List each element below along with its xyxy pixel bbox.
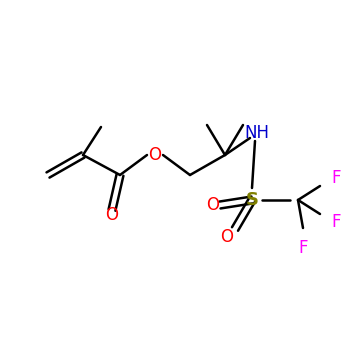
- Text: O: O: [149, 146, 161, 164]
- Text: S: S: [246, 191, 258, 209]
- Text: F: F: [298, 239, 308, 257]
- Text: F: F: [331, 213, 341, 231]
- Text: O: O: [207, 196, 219, 214]
- Text: O: O: [221, 228, 233, 246]
- Text: O: O: [106, 206, 118, 224]
- Text: NH: NH: [245, 124, 270, 142]
- Text: F: F: [331, 169, 341, 187]
